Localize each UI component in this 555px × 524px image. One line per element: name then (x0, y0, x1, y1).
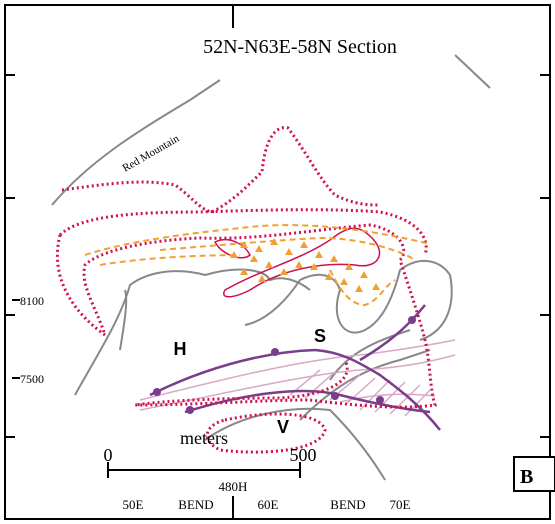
elevation-label: 8100 (20, 294, 44, 308)
frame-ticks (5, 5, 550, 519)
title: 52N-N63E-58N Section (203, 36, 397, 58)
zone-label: H (174, 339, 187, 359)
zone-label: S (314, 326, 326, 346)
scale-label: 500 (290, 445, 317, 465)
section-label: 480H (219, 479, 248, 494)
section-figure: 52N-N63E-58N Section Red Mountain 8100 7… (0, 0, 555, 524)
section-label: 50E (123, 497, 144, 512)
panel-label: B (520, 466, 533, 488)
orange-bodies (85, 225, 430, 305)
section-label: BEND (330, 497, 365, 512)
section-label: 70E (390, 497, 411, 512)
zone-label: V (277, 417, 289, 437)
frame (5, 5, 550, 519)
section-label: BEND (178, 497, 213, 512)
elevation-label: 7500 (20, 372, 44, 386)
scale-label: 0 (104, 445, 113, 465)
section-label: 60E (258, 497, 279, 512)
scale-bar (108, 462, 300, 478)
scale-unit: meters (180, 428, 228, 448)
